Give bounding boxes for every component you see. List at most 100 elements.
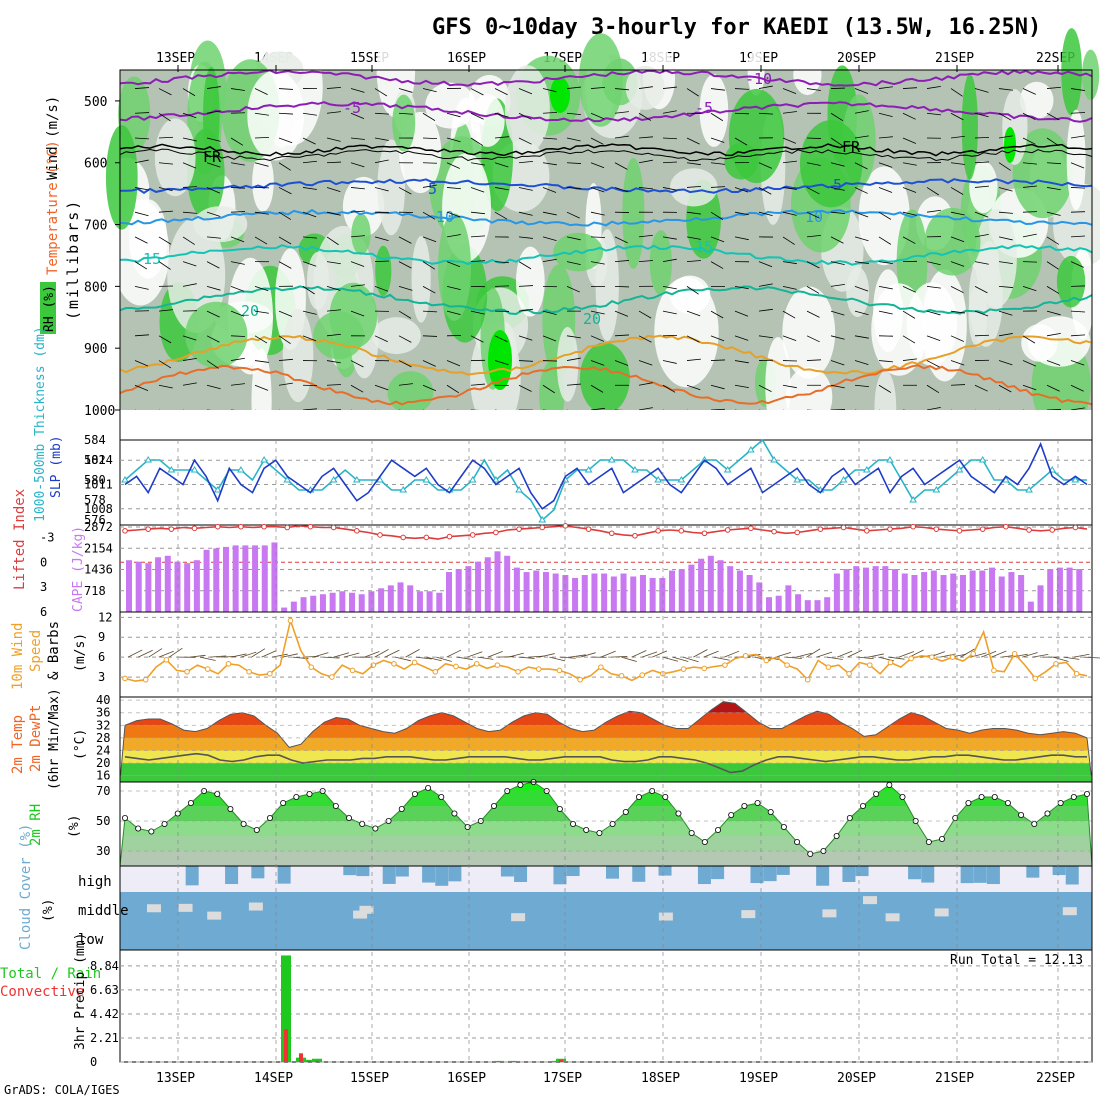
temp-band [120, 737, 1092, 751]
thickness-series-point [352, 476, 361, 483]
surface-wind-barb [549, 656, 566, 662]
wind-axis-label-b: Speed [28, 630, 44, 672]
wind-speed-series-point [577, 676, 583, 683]
lifted-index-series-point [910, 523, 916, 530]
surface-wind-barb [816, 651, 833, 658]
wind-barb [1070, 112, 1086, 114]
wind-barb [518, 211, 533, 216]
lifted-index-series-point [933, 526, 940, 532]
rh-blob [578, 33, 624, 127]
wind-barb [158, 384, 173, 389]
wind-barb [470, 137, 483, 146]
precip-label-total: Total / Rain [0, 966, 101, 982]
wind-barb [734, 187, 749, 193]
thickness-series-point [515, 486, 523, 493]
wind-barb [470, 211, 485, 215]
rh-point [398, 806, 405, 813]
cloud-gap [359, 905, 374, 914]
rh2m-axis-label: 2m RH [28, 804, 44, 846]
wind-barb [374, 187, 389, 192]
cape-bar [785, 585, 792, 612]
cloud-high-bar [1052, 866, 1066, 876]
wind-speed-series-point [225, 660, 232, 667]
thickness-series-point [909, 496, 918, 503]
wind-barb [998, 236, 1013, 241]
rh-blob-bright [488, 330, 512, 390]
wind-barb [734, 236, 749, 241]
wind-barb [278, 112, 293, 115]
surface-wind-barb [436, 656, 452, 662]
cape-bar [1056, 567, 1063, 612]
wind-barb [254, 335, 268, 344]
wind-speed-series-point [722, 662, 728, 668]
cape-bar [572, 577, 579, 612]
cape-bar [126, 560, 132, 612]
wind-speed-series-point [763, 657, 770, 664]
isotherm-25 [119, 334, 1093, 376]
wind-barb [878, 261, 893, 264]
wind-barb [326, 333, 341, 337]
surface-wind-barb [477, 656, 494, 660]
wind-barb [134, 384, 149, 391]
cloud-gap [207, 911, 222, 920]
wind-barb [398, 187, 412, 195]
wind-barb [1046, 187, 1061, 191]
wind-barb [470, 187, 485, 193]
lifted-index-series-point [748, 525, 754, 532]
cloud-gap [741, 910, 756, 919]
wind-speed-series-point [308, 664, 314, 670]
wind-barb [398, 310, 412, 319]
wind-barb [974, 185, 989, 188]
wind-barb [566, 357, 581, 361]
precip-panel-frame [119, 949, 1093, 1063]
rh-point [490, 803, 497, 810]
cloud-middle-low-fill [120, 892, 1092, 950]
thickness-series-point [886, 456, 894, 463]
wind-barb [230, 112, 246, 114]
isotherm-minus10 [119, 69, 1093, 87]
isotherm-20 [119, 285, 1093, 316]
wind-barb [854, 110, 869, 114]
wind-barb [758, 335, 773, 339]
surface-wind-barb [724, 650, 740, 658]
wind-barb [854, 135, 869, 139]
wind-barb [878, 86, 893, 89]
wind-barb [350, 162, 365, 168]
wind-barb [566, 211, 580, 219]
surface-wind-barb [426, 656, 442, 662]
cape-bar [639, 575, 646, 612]
rh-band [120, 851, 1092, 866]
isotherm-label: 5 [833, 176, 842, 194]
cape-bar [523, 572, 530, 612]
wind-barb [374, 335, 388, 343]
lifted-index-series-point [446, 533, 453, 540]
rh-point [925, 839, 932, 846]
wind-barb [182, 186, 197, 188]
wind-barb [710, 88, 725, 91]
wind-barb [686, 286, 699, 295]
wind-barb [950, 162, 965, 165]
lifted-index-series-point [1026, 527, 1032, 533]
cape-bar [271, 542, 278, 612]
cloud-high-bar [1026, 866, 1040, 878]
wind-barb [590, 86, 605, 89]
wind-barb [638, 187, 653, 190]
wind-barb [206, 162, 221, 168]
wind-barb [230, 335, 246, 337]
rh-blob [252, 152, 274, 212]
thickness-series-point [955, 466, 964, 473]
wind-barb [350, 210, 365, 213]
wind-barb [830, 137, 843, 147]
cape-bar [911, 575, 918, 612]
wind-barb [614, 135, 629, 139]
wind-speed-series-point [163, 657, 170, 663]
rh-blob [437, 213, 471, 321]
wind-barb [446, 310, 461, 315]
wind-barb [134, 159, 149, 164]
rh-point [372, 825, 379, 832]
wind-barb [278, 88, 293, 90]
cape-bar [1037, 585, 1044, 612]
wind-barb [398, 360, 412, 368]
lifted-index-series-point [261, 523, 267, 530]
wind-barb [350, 112, 365, 119]
